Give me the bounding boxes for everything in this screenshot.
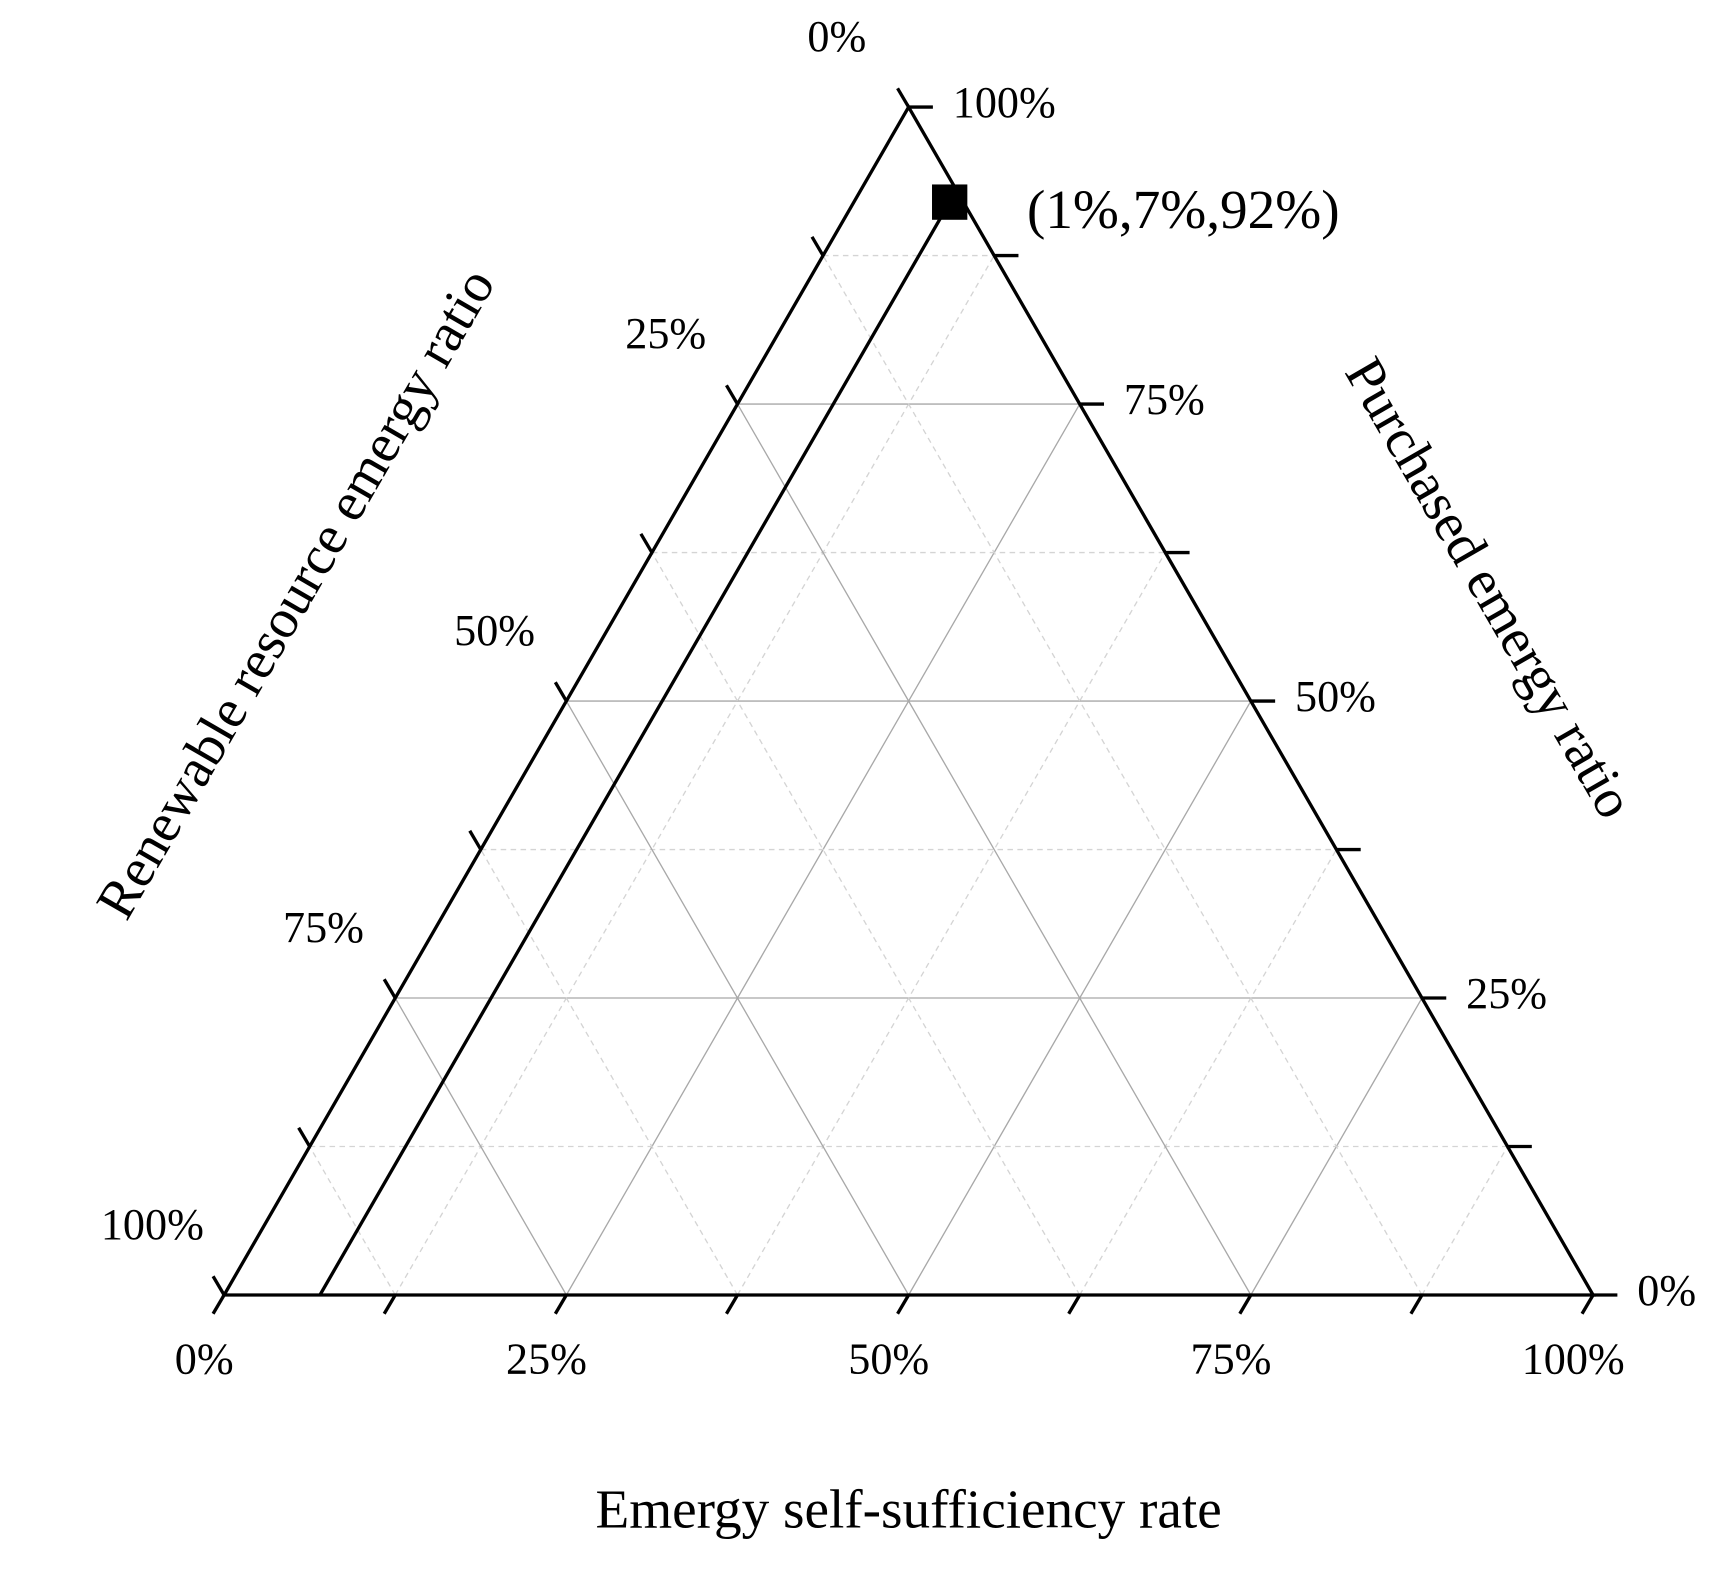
tick-label: 25%: [625, 309, 706, 358]
tick-label: 75%: [1124, 375, 1205, 424]
tick: [896, 1294, 911, 1315]
tick: [211, 1294, 226, 1315]
tick: [1580, 1294, 1595, 1315]
tick: [553, 1294, 568, 1315]
tick: [382, 978, 397, 999]
minor-tick: [1067, 1294, 1082, 1315]
tick-label: 50%: [848, 1335, 929, 1384]
minor-tick: [1409, 1294, 1424, 1315]
point: [932, 184, 968, 220]
left-axis-title: Renewable resource emergy ratio: [84, 258, 506, 929]
minor-grid-line: [651, 552, 1081, 1296]
tick-label: 50%: [1295, 672, 1376, 721]
minor-tick: [468, 829, 483, 851]
tick-label: 100%: [953, 78, 1056, 127]
tick-label: 25%: [1466, 969, 1547, 1018]
tick: [725, 384, 739, 405]
minor-tick: [810, 235, 825, 257]
minor-grid-line: [736, 552, 1166, 1296]
minor-tick: [382, 1294, 397, 1315]
point-label: (1%,7%,92%): [1027, 179, 1340, 240]
tick-label: 75%: [1191, 1335, 1272, 1384]
tick-label: 0%: [807, 12, 866, 61]
tick-label: 50%: [454, 606, 535, 655]
tick: [211, 1275, 226, 1296]
tick-label: 0%: [1637, 1266, 1696, 1315]
right-axis-title: Purchased emergy ratio: [1334, 347, 1647, 828]
tick: [553, 681, 568, 702]
minor-tick: [297, 1126, 312, 1148]
tick-label: 100%: [1522, 1335, 1625, 1384]
tick-label: 0%: [175, 1335, 234, 1384]
minor-grid-line: [1079, 849, 1337, 1296]
minor-grid-line: [1421, 1146, 1509, 1296]
tick-label: 100%: [101, 1200, 204, 1249]
minor-grid-line: [309, 1146, 396, 1296]
minor-tick: [725, 1294, 739, 1315]
tick-label: 25%: [506, 1335, 587, 1384]
tick: [1238, 1294, 1253, 1315]
minor-grid-line: [822, 255, 1423, 1296]
grid-line: [565, 700, 910, 1296]
reference-line: [318, 189, 958, 1296]
minor-grid-line: [394, 255, 995, 1296]
triangle-frame: [221, 103, 1596, 1297]
minor-tick: [639, 532, 654, 554]
bottom-axis-title: Emergy self-sufficiency rate: [595, 1478, 1221, 1539]
tick: [896, 87, 911, 108]
minor-grid-line: [480, 849, 739, 1296]
grid-line: [736, 403, 1252, 1296]
tick-label: 75%: [283, 903, 364, 952]
grid-line: [394, 997, 567, 1296]
